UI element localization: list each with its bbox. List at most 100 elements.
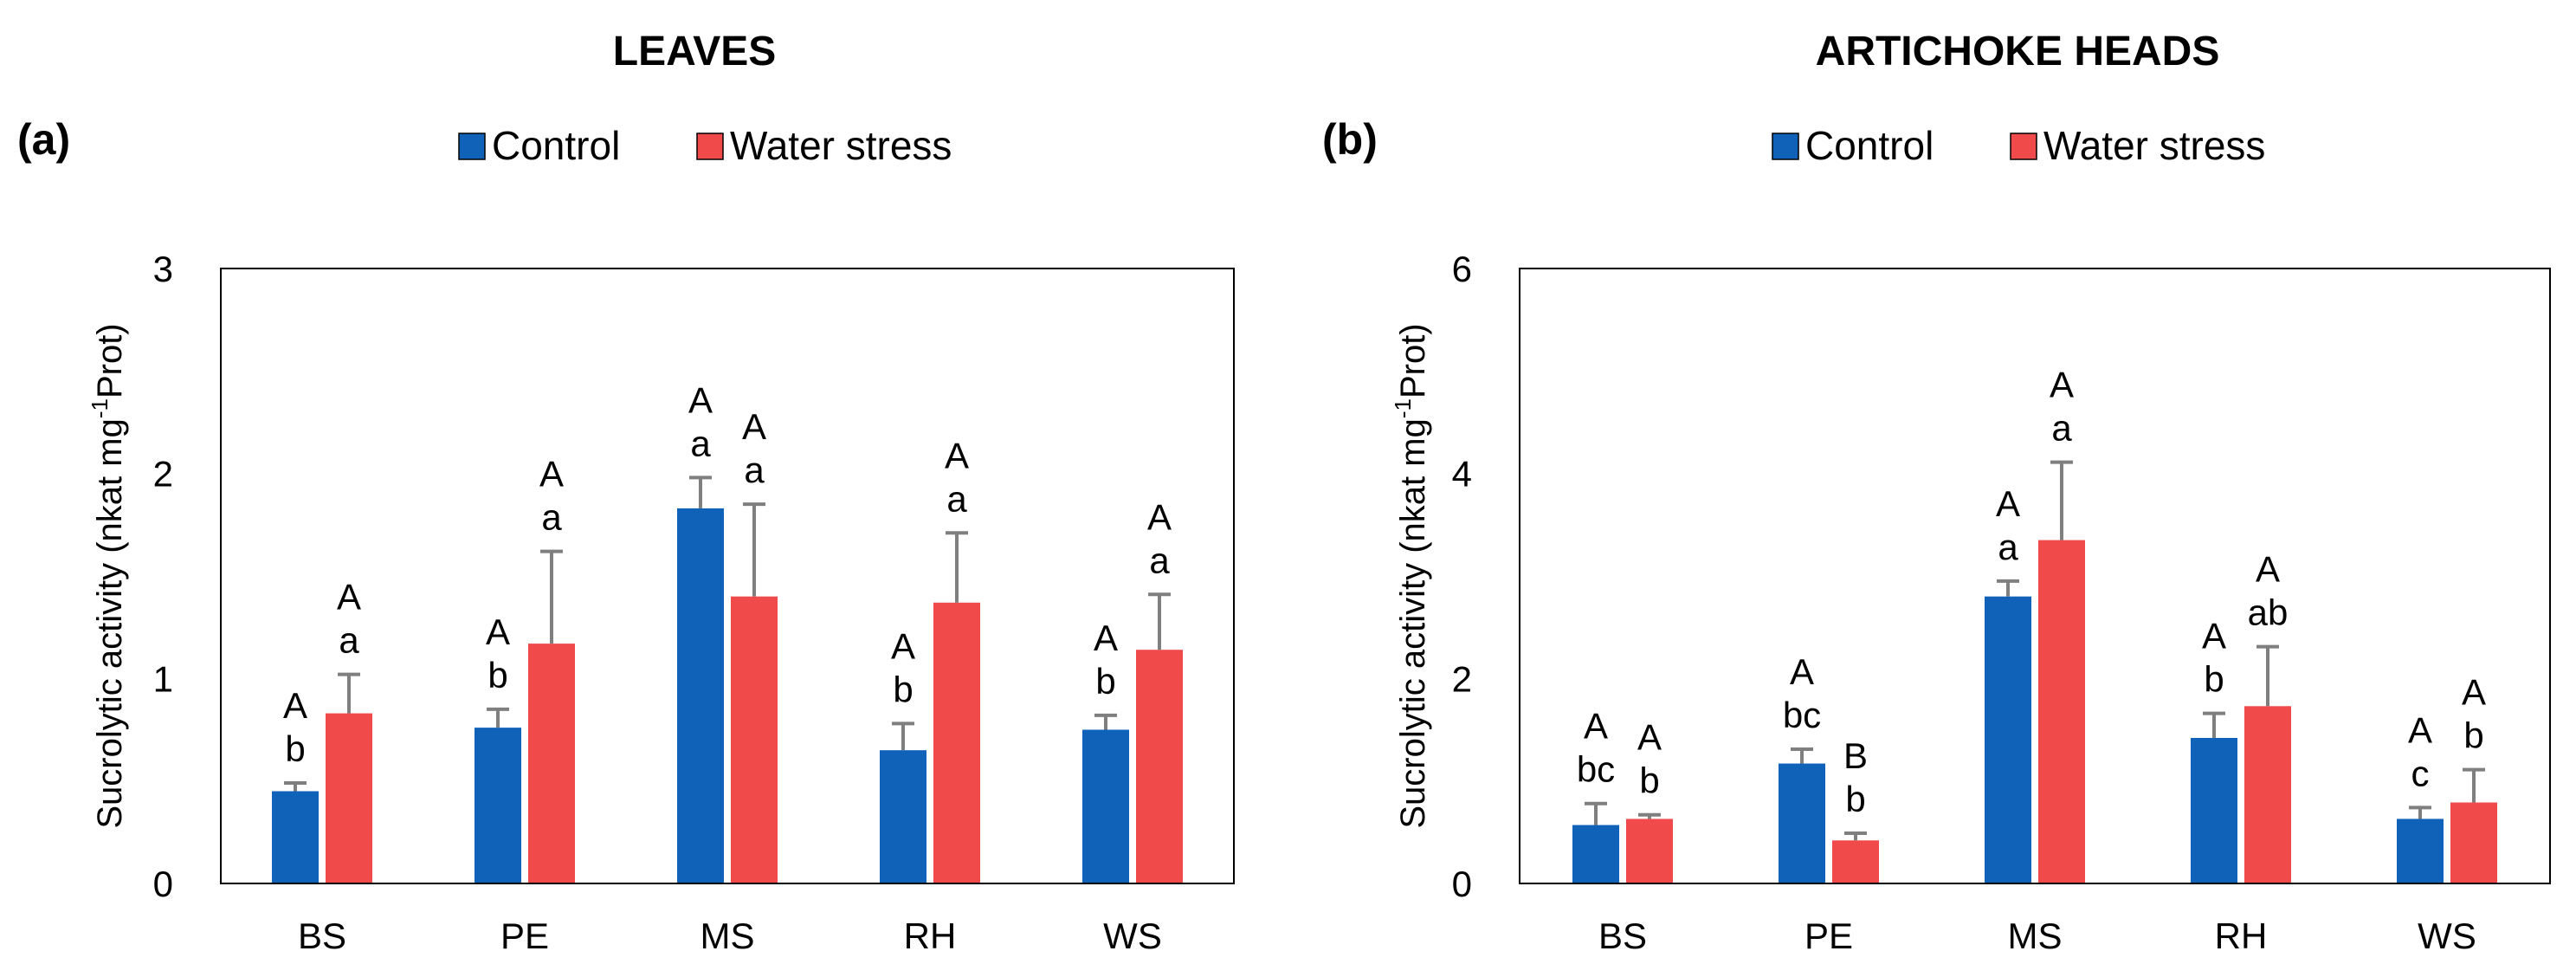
x-tick-label-ws: WS <box>1103 916 1162 956</box>
bar-water-stress-pe <box>1832 840 1879 883</box>
significance-lower-control-pe: bc <box>1783 695 1821 735</box>
bar-water-stress-pe <box>528 644 575 883</box>
significance-upper-water-stress-ms: A <box>742 406 766 447</box>
x-tick-label-ms: MS <box>700 916 755 956</box>
x-ticks: BS PE MS RH WS <box>1598 916 2476 956</box>
significance-upper-control-rh: A <box>891 625 915 666</box>
legend-swatch-control <box>458 133 486 160</box>
y-tick-label: 6 <box>1452 249 1472 289</box>
chart-title: LEAVES <box>613 29 776 74</box>
bar-water-stress-ms <box>2038 540 2085 883</box>
plot-frame <box>1519 268 2551 884</box>
bar-water-stress-ws <box>2450 802 2497 883</box>
legend-label-control: Control <box>1805 123 1934 168</box>
significance-lower-control-rh: b <box>893 669 913 709</box>
bar-water-stress-ms <box>731 596 778 883</box>
significance-lower-water-stress-ws: b <box>2463 715 2483 756</box>
bar-control-rh <box>880 750 926 883</box>
significance-lower-control-ms: a <box>690 423 711 463</box>
bar-control-ws <box>1082 729 1129 883</box>
chart-leaves: LEAVES (a) Control Water stress Sucrolyt… <box>17 29 1235 956</box>
x-tick-label-ws: WS <box>2418 916 2476 956</box>
panel-label: (a) <box>17 115 70 164</box>
y-tick-label: 0 <box>1452 864 1472 904</box>
significance-lower-control-pe: b <box>487 655 507 696</box>
y-axis-label: Sucrolytic activity (nkat mg-1Prot) <box>1390 323 1432 828</box>
x-tick-label-rh: RH <box>2215 916 2268 956</box>
y-axis-label: Sucrolytic activity (nkat mg-1Prot) <box>87 323 129 828</box>
y-ticks: 0 2 4 6 <box>1452 249 1472 904</box>
bar-control-ms <box>677 508 724 883</box>
chart-title: ARTICHOKE HEADS <box>1816 29 2220 74</box>
chart-artichoke-heads: ARTICHOKE HEADS (b) Control Water stress… <box>1322 29 2551 956</box>
y-tick-label: 4 <box>1452 454 1472 495</box>
legend: Control Water stress <box>1772 123 2265 168</box>
bar-control-pe <box>1779 763 1825 883</box>
legend-label-water-stress: Water stress <box>2043 123 2265 168</box>
panel-label: (b) <box>1322 115 1378 164</box>
bar-water-stress-bs <box>1626 818 1673 883</box>
bar-water-stress-ws <box>1136 650 1183 883</box>
significance-upper-water-stress-bs: A <box>337 577 361 618</box>
significance-lower-control-rh: b <box>2204 659 2224 700</box>
significance-lower-control-bs: b <box>285 728 305 769</box>
x-tick-label-bs: BS <box>1598 916 1647 956</box>
x-ticks: BS PE MS RH WS <box>298 916 1162 956</box>
x-tick-label-rh: RH <box>904 916 957 956</box>
significance-upper-control-ms: A <box>688 379 713 420</box>
bar-control-bs <box>1572 825 1619 883</box>
bar-control-pe <box>475 728 521 883</box>
significance-lower-water-stress-pe: b <box>1845 779 1865 819</box>
significance-upper-control-ws: A <box>1094 618 1118 658</box>
significance-upper-control-pe: A <box>486 611 510 652</box>
significance-upper-water-stress-rh: A <box>945 435 969 476</box>
significance-lower-water-stress-bs: b <box>1639 760 1659 801</box>
significance-upper-water-stress-pe: A <box>539 454 564 495</box>
legend-label-water-stress: Water stress <box>730 123 952 168</box>
significance-upper-control-bs: A <box>283 685 307 726</box>
x-tick-label-bs: BS <box>298 916 346 956</box>
significance-upper-control-rh: A <box>2202 616 2226 657</box>
y-tick-label: 1 <box>153 658 173 699</box>
x-tick-label-pe: PE <box>1804 916 1853 956</box>
bar-control-ws <box>2397 818 2444 883</box>
bar-control-rh <box>2191 737 2237 883</box>
significance-lower-water-stress-rh: a <box>946 478 967 519</box>
significance-upper-control-pe: A <box>1790 651 1814 692</box>
y-tick-label: 2 <box>153 454 173 495</box>
significance-lower-water-stress-rh: ab <box>2248 592 2289 633</box>
significance-upper-control-ws: A <box>2408 709 2432 750</box>
significance-lower-water-stress-ws: a <box>1149 540 1170 580</box>
bar-water-stress-rh <box>933 602 980 883</box>
legend-swatch-water-stress <box>696 133 724 160</box>
x-tick-label-pe: PE <box>500 916 549 956</box>
significance-upper-control-bs: A <box>1584 706 1608 747</box>
significance-lower-control-ws: c <box>2411 753 2430 793</box>
legend: Control Water stress <box>458 123 952 168</box>
significance-lower-control-ms: a <box>1998 527 2018 567</box>
significance-lower-water-stress-ms: a <box>2051 408 2072 449</box>
x-tick-label-ms: MS <box>2008 916 2063 956</box>
bar-control-ms <box>1985 596 2031 883</box>
significance-lower-water-stress-bs: a <box>339 620 359 661</box>
y-tick-label: 3 <box>153 249 173 289</box>
bar-water-stress-rh <box>2244 706 2291 883</box>
y-ticks: 0 1 2 3 <box>153 249 173 904</box>
significance-upper-water-stress-ws: A <box>2462 672 2486 713</box>
significance-lower-control-bs: bc <box>1577 749 1615 790</box>
y-tick-label: 2 <box>1452 658 1472 699</box>
legend-swatch-water-stress <box>2010 133 2037 160</box>
bar-water-stress-bs <box>326 713 372 883</box>
bar-control-bs <box>272 791 319 883</box>
significance-upper-water-stress-ms: A <box>2050 365 2074 405</box>
legend-swatch-control <box>1772 133 1799 160</box>
significance-lower-water-stress-pe: a <box>541 497 562 538</box>
significance-upper-water-stress-bs: A <box>1637 717 1662 758</box>
significance-upper-water-stress-ws: A <box>1147 496 1172 537</box>
plot-frame <box>220 268 1235 884</box>
significance-upper-water-stress-pe: B <box>1843 735 1868 776</box>
legend-label-control: Control <box>492 123 620 168</box>
